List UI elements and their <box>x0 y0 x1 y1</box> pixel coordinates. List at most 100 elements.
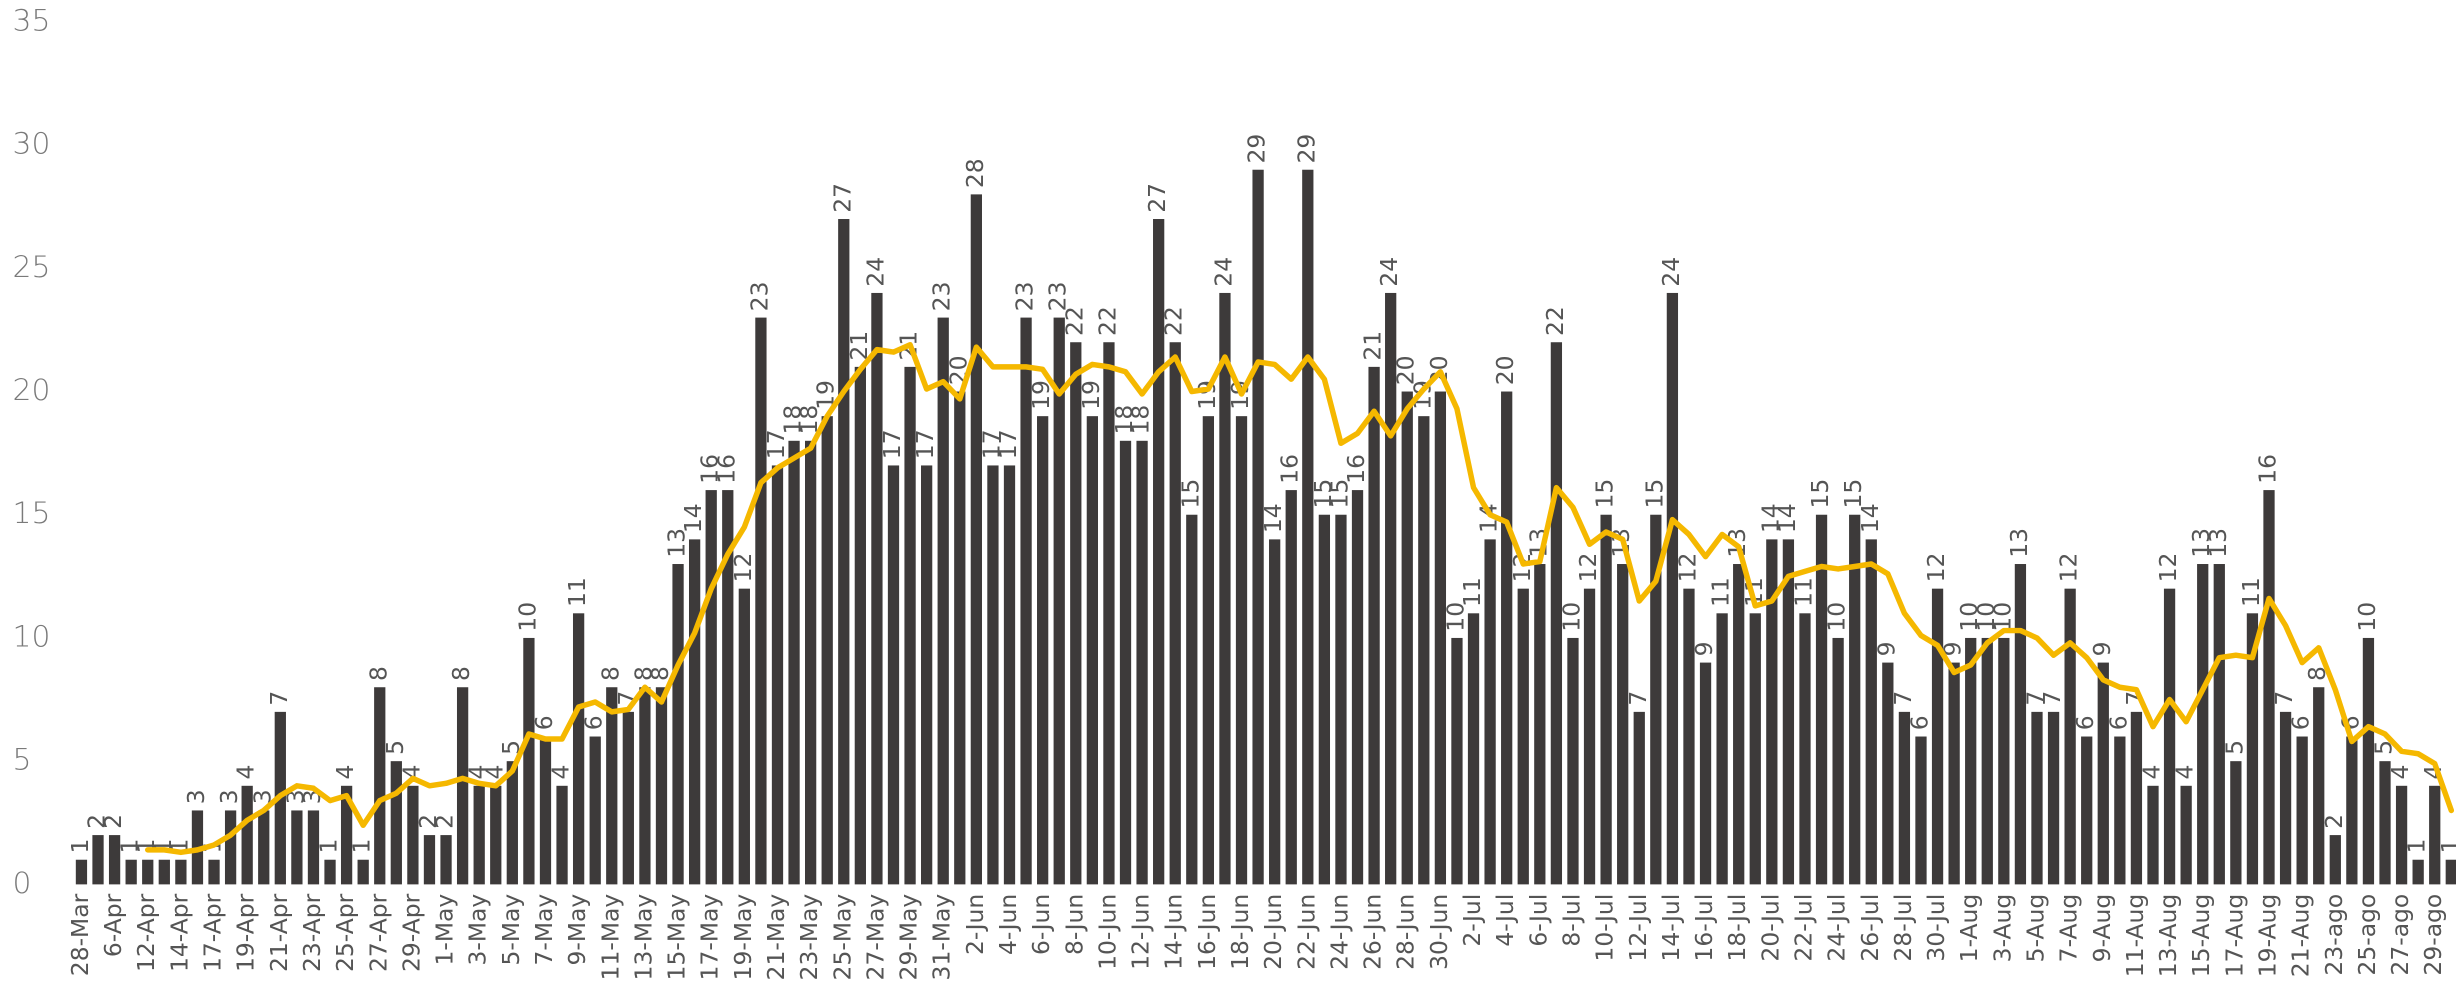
x-tick-label: 6-Jul <box>1524 894 1552 947</box>
data-label: 15 <box>1839 479 1867 509</box>
bar <box>1832 637 1844 885</box>
data-label: 6 <box>2104 715 2132 730</box>
bar <box>490 785 502 885</box>
x-tick-label: 7-May <box>530 894 558 966</box>
x-tick-label: 3-Aug <box>1988 894 2016 963</box>
data-label: 4 <box>2171 765 2199 780</box>
data-label: 29 <box>1243 134 1271 164</box>
data-label: 16 <box>712 454 740 484</box>
data-label: 20 <box>1491 355 1519 385</box>
bar <box>771 465 784 885</box>
data-label: 4 <box>547 765 575 780</box>
data-label: 13 <box>2187 528 2215 558</box>
bar <box>307 810 320 885</box>
data-label: 17 <box>977 429 1005 459</box>
y-tick-label: 15 <box>13 496 51 531</box>
bar <box>937 317 949 885</box>
bar <box>1716 613 1728 885</box>
bar <box>407 785 419 885</box>
x-tick-label: 28-Mar <box>66 893 94 976</box>
x-tick-label: 8-Jul <box>1557 894 1585 947</box>
data-label: 16 <box>1276 454 1304 484</box>
bar <box>589 736 601 885</box>
data-label: 24 <box>1209 257 1237 287</box>
data-label: 28 <box>961 158 989 188</box>
bar <box>2296 736 2308 885</box>
data-label: 10 <box>1955 602 1983 632</box>
bar <box>208 859 220 885</box>
bar <box>556 785 568 885</box>
x-tick-label: 15-Aug <box>2187 894 2215 977</box>
x-tick-label: 5-May <box>497 894 525 966</box>
bar <box>606 687 618 885</box>
data-label: 9 <box>2088 641 2116 656</box>
bar <box>340 785 353 885</box>
data-label: 2 <box>83 814 111 829</box>
bar <box>2429 785 2441 885</box>
bar <box>1037 416 1049 885</box>
data-label: 14 <box>1856 503 1884 533</box>
x-tick-label: 20-Jun <box>1259 894 1287 970</box>
data-label: 17 <box>994 429 1022 459</box>
x-tick-label: 13-May <box>629 894 657 981</box>
x-tick-label: 8-Jun <box>1060 894 1088 955</box>
x-tick-label: 10-Jun <box>1093 894 1121 970</box>
x-tick-label: 26-Jul <box>1856 894 1884 962</box>
bar <box>2213 564 2225 885</box>
bar <box>1219 292 1231 885</box>
bar <box>970 194 982 885</box>
bar <box>1368 366 1380 885</box>
bar <box>1799 613 1811 885</box>
bar <box>1567 637 1579 885</box>
bar <box>622 711 634 885</box>
x-tick-label: 20-Jul <box>1756 894 1784 962</box>
bar <box>1136 440 1148 885</box>
bar <box>390 761 402 885</box>
data-label: 4 <box>331 765 359 780</box>
bar <box>838 219 850 885</box>
x-tick-label: 14-Jul <box>1657 894 1685 962</box>
bar <box>1666 292 1679 885</box>
bar <box>1020 317 1032 885</box>
bar <box>2445 859 2456 885</box>
bar <box>1699 662 1712 885</box>
x-tick-label: 16-Jun <box>1193 894 1221 970</box>
bar <box>1318 514 1331 885</box>
bar <box>1351 490 1364 885</box>
x-tick-label: 9-May <box>563 894 591 966</box>
bar <box>258 810 270 885</box>
data-label: 18 <box>1110 405 1138 435</box>
x-tick-label: 2-Jul <box>1458 894 1486 947</box>
bar <box>2395 785 2408 885</box>
bar <box>1451 637 1463 885</box>
data-label: 4 <box>480 765 508 780</box>
data-label: 4 <box>397 765 425 780</box>
bar <box>639 687 651 885</box>
x-tick-label: 30-Jul <box>1922 894 1950 962</box>
bar <box>705 490 717 885</box>
x-tick-label: 7-Aug <box>2055 894 2083 963</box>
x-tick-label: 2-Jun <box>961 894 989 955</box>
data-label: 24 <box>1375 257 1403 287</box>
x-tick-label: 23-Apr <box>298 893 326 972</box>
data-label: 6 <box>530 715 558 730</box>
data-label: 3 <box>248 789 276 804</box>
bar <box>1003 465 1016 885</box>
data-label: 2 <box>99 814 127 829</box>
data-label: 24 <box>861 257 889 287</box>
data-label: 4 <box>464 765 492 780</box>
data-label: 5 <box>381 740 409 755</box>
x-tick-label: 12-Jul <box>1624 894 1652 962</box>
y-tick-label: 30 <box>13 127 51 162</box>
y-tick-label: 5 <box>13 743 32 778</box>
bar <box>688 539 701 885</box>
data-label: 22 <box>1093 306 1121 336</box>
bar <box>871 292 883 885</box>
x-tick-label: 10-Jul <box>1591 894 1619 962</box>
x-tick-label: 28-Jul <box>1889 894 1917 962</box>
x-tick-label: 3-May <box>464 894 492 966</box>
x-tick-label: 11-Aug <box>2121 894 2149 977</box>
data-label: 14 <box>1773 503 1801 533</box>
data-label: 8 <box>629 666 657 681</box>
bar <box>291 810 303 885</box>
